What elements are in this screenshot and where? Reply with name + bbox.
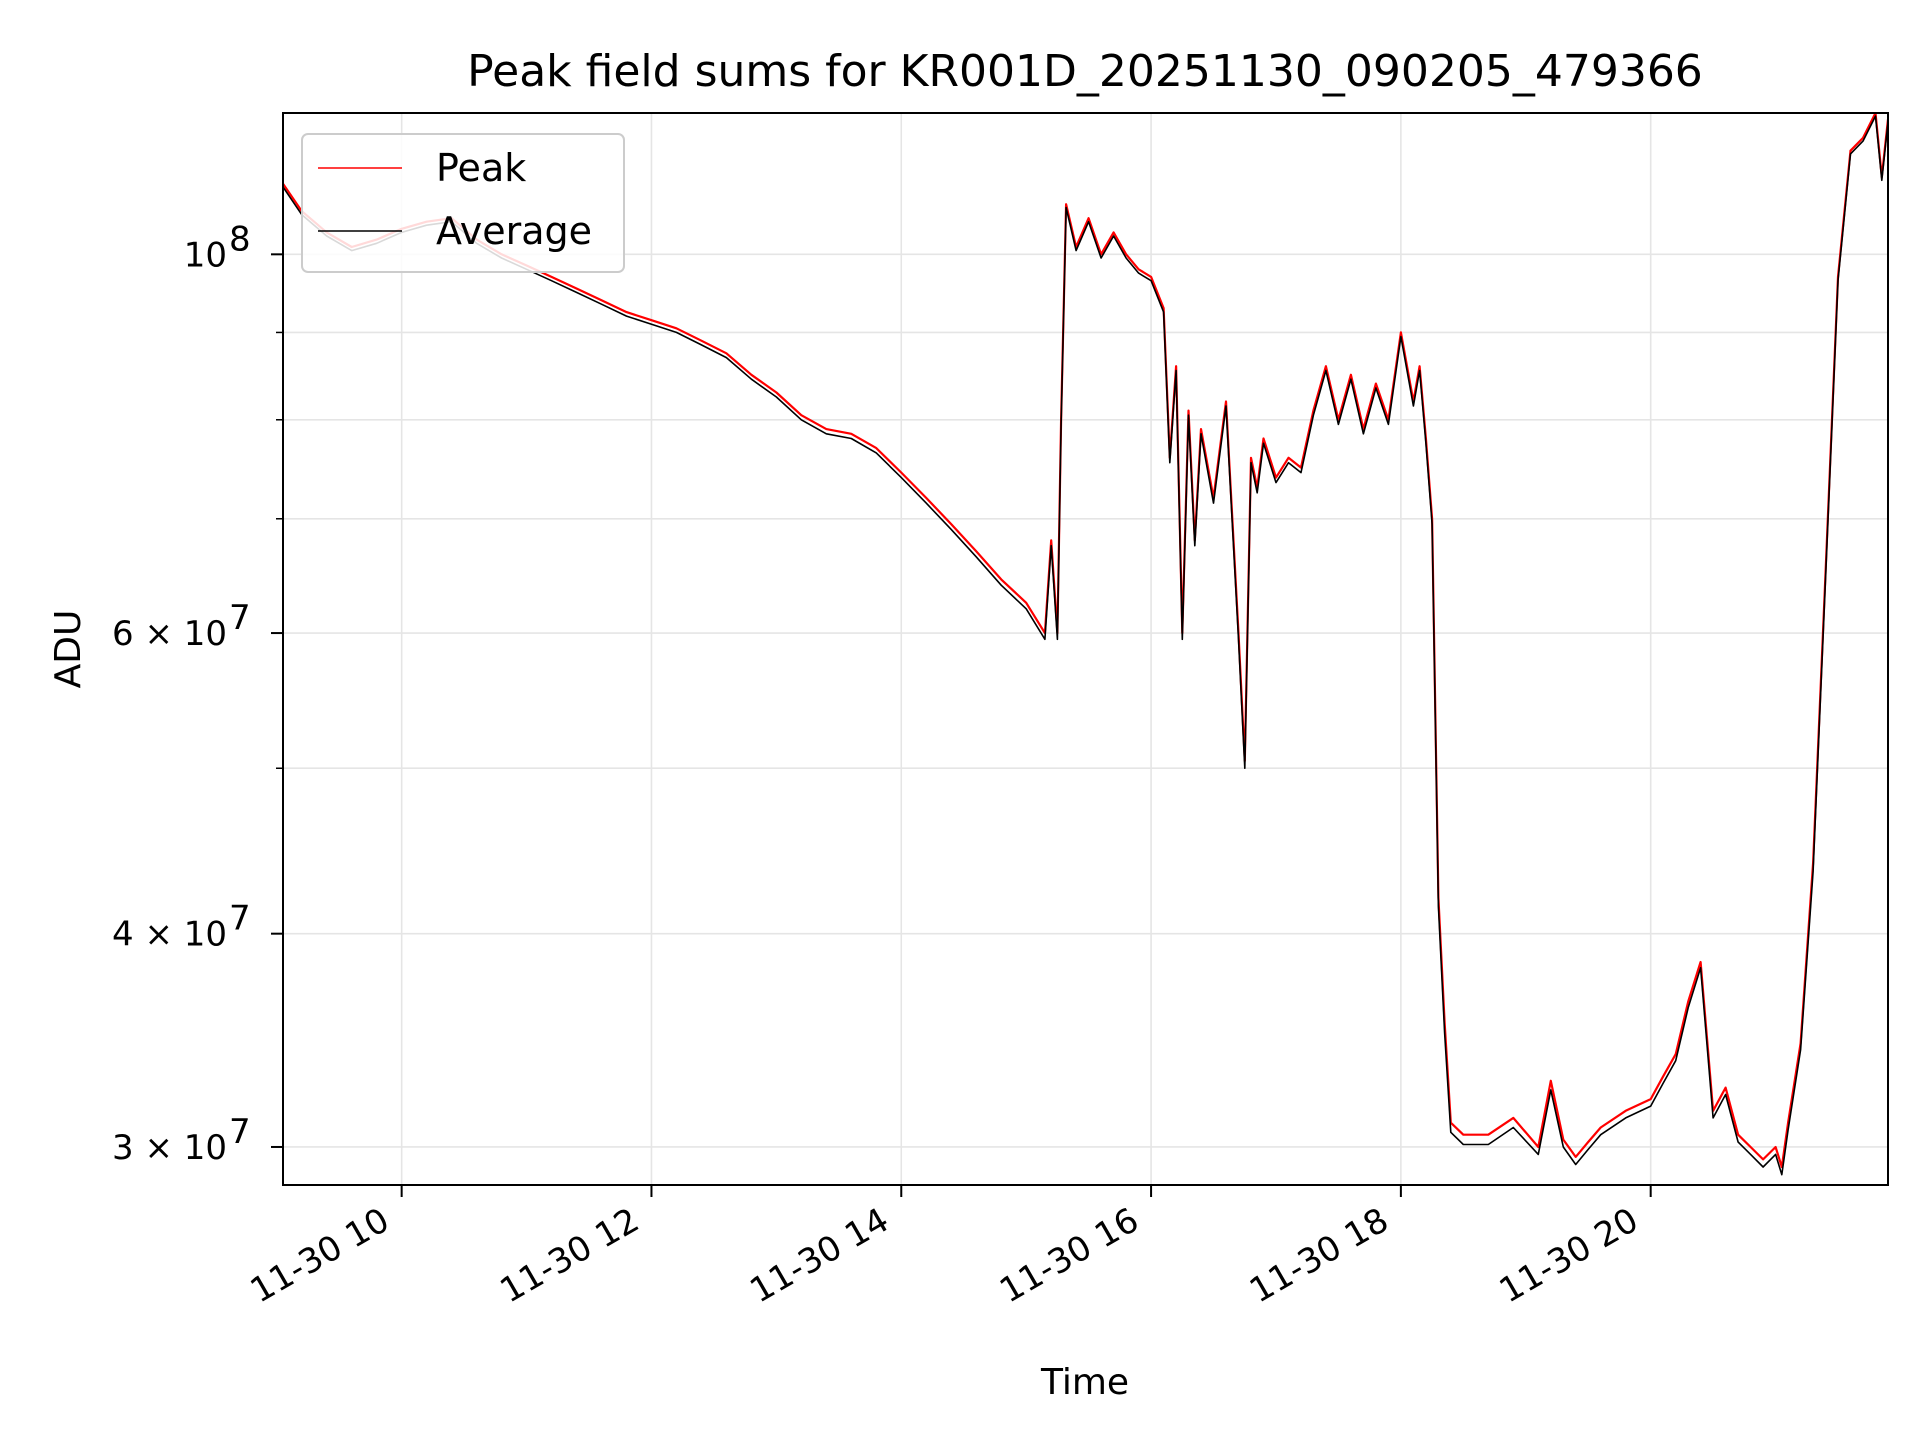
grid-layer xyxy=(283,113,1888,1185)
y-tick-exponent: 8 xyxy=(229,219,251,259)
y-tick-exponent: 7 xyxy=(229,598,251,638)
y-tick-label: 6 × 10 xyxy=(112,614,227,654)
y-tick-label: 4 × 10 xyxy=(112,915,227,955)
y-tick-base: 6 × 10 xyxy=(112,614,227,654)
y-tick-label: 10 xyxy=(184,235,227,275)
y-tick-base: 10 xyxy=(184,235,227,275)
y-tick-base: 3 × 10 xyxy=(112,1128,227,1168)
chart-title: Peak field sums for KR001D_20251130_0902… xyxy=(467,46,1703,97)
x-axis-label: Time xyxy=(1040,1362,1129,1403)
legend: Peak Average xyxy=(301,133,625,273)
y-tick-base: 4 × 10 xyxy=(112,915,227,955)
plot-frame xyxy=(282,112,1889,1186)
series-layer xyxy=(283,113,1888,1176)
y-tick-exponent: 7 xyxy=(229,899,251,939)
legend-peak-label: Peak xyxy=(436,146,526,190)
series-line-average xyxy=(283,115,1888,1176)
legend-average-label: Average xyxy=(436,209,592,253)
y-axis-label: ADU xyxy=(48,610,89,689)
y-tick-label: 3 × 10 xyxy=(112,1128,227,1168)
y-tick-exponent: 7 xyxy=(229,1112,251,1152)
